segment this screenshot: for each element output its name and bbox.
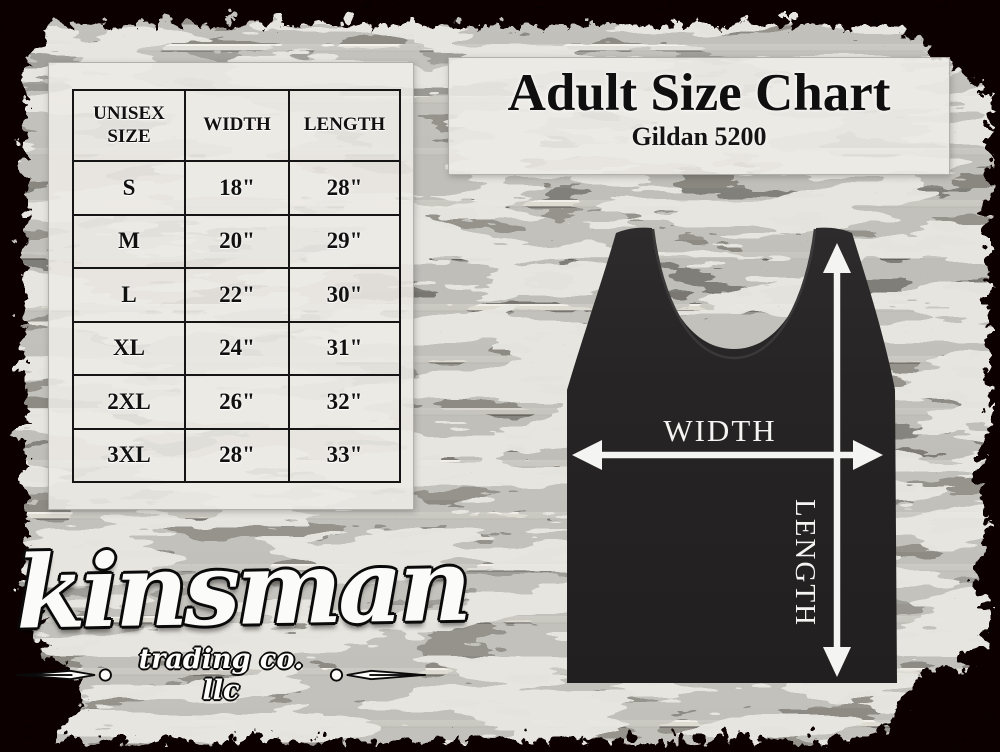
- size-cell: L: [72, 267, 186, 323]
- brand-logo: kinsman trading co. llc: [15, 526, 469, 706]
- column-header-size: UNISEX SIZE: [72, 89, 186, 162]
- brand-name: kinsman: [15, 525, 469, 652]
- size-cell: 2XL: [72, 374, 186, 430]
- flourish-right-icon: [330, 668, 426, 682]
- size-cell: XL: [72, 320, 186, 376]
- table-row: 2XL 26" 32": [72, 374, 401, 430]
- table-row: XL 24" 31": [72, 320, 401, 376]
- width-arrow: [572, 440, 883, 470]
- length-cell: 28": [288, 160, 401, 216]
- width-cell: 22": [184, 267, 290, 323]
- length-arrow: [823, 243, 851, 677]
- length-cell: 30": [288, 267, 401, 323]
- page-subtitle: Gildan 5200: [631, 121, 767, 151]
- width-cell: 24": [184, 320, 290, 376]
- width-cell: 18": [184, 160, 290, 216]
- neckline-band: [651, 228, 817, 360]
- flourish-left-icon: [16, 668, 112, 682]
- size-cell: S: [72, 160, 186, 216]
- column-header-length: LENGTH: [288, 89, 401, 162]
- width-cell: 26": [184, 374, 290, 430]
- table-row: 3XL 28" 33": [72, 427, 401, 483]
- title-panel: Adult Size Chart Gildan 5200: [448, 57, 950, 175]
- length-cell: 32": [288, 374, 401, 430]
- size-table: UNISEX SIZE WIDTH LENGTH S 18" 28" M 20"…: [72, 89, 401, 483]
- width-label: WIDTH: [663, 413, 776, 448]
- logo-tagline-row: trading co. llc: [16, 644, 426, 706]
- width-cell: 28": [184, 427, 290, 483]
- table-row: L 22" 30": [72, 267, 401, 323]
- length-cell: 33": [288, 427, 401, 483]
- table-row: S 18" 28": [72, 160, 401, 216]
- size-table-panel: UNISEX SIZE WIDTH LENGTH S 18" 28" M 20"…: [48, 62, 414, 510]
- table-row: M 20" 29": [72, 213, 401, 269]
- page-title: Adult Size Chart: [507, 64, 891, 122]
- brand-tagline: trading co. llc: [138, 644, 304, 706]
- length-cell: 29": [288, 213, 401, 269]
- size-cell: M: [72, 213, 186, 269]
- column-header-width: WIDTH: [184, 89, 290, 162]
- length-cell: 31": [288, 320, 401, 376]
- width-cell: 20": [184, 213, 290, 269]
- tank-top-diagram: WIDTH LENGTH: [567, 227, 897, 683]
- size-cell: 3XL: [72, 427, 186, 483]
- table-header-row: UNISEX SIZE WIDTH LENGTH: [72, 89, 401, 162]
- length-label: LENGTH: [789, 499, 821, 627]
